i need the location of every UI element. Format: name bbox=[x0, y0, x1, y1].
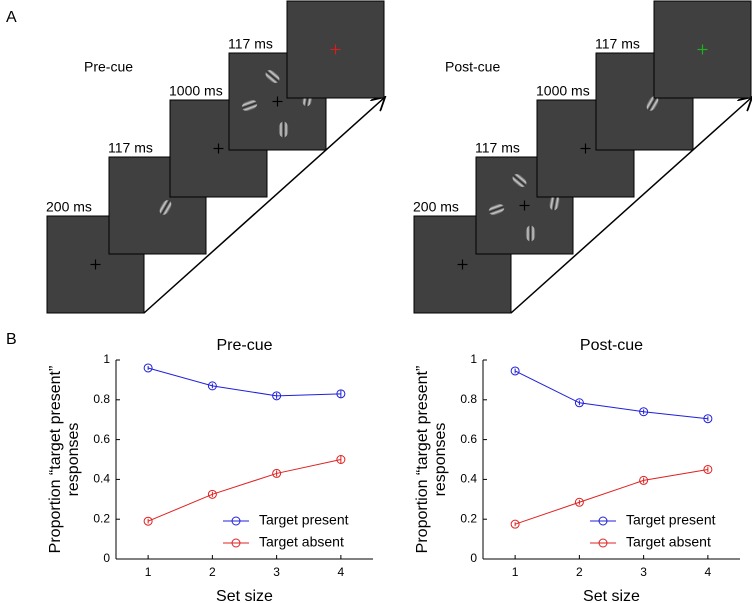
trial-title: Pre-cue bbox=[84, 59, 133, 75]
diagonal bbox=[143, 98, 384, 314]
duration-label: 117 ms bbox=[108, 140, 153, 156]
y-tick-label: 0 bbox=[470, 551, 477, 565]
x-tick-label: 1 bbox=[512, 565, 519, 579]
legend-label: Target present bbox=[626, 512, 716, 528]
trial-title: Post-cue bbox=[445, 59, 500, 75]
series-line bbox=[514, 468, 708, 525]
marker bbox=[143, 363, 153, 373]
marker bbox=[510, 519, 520, 529]
marker bbox=[272, 391, 282, 401]
legend-marker bbox=[231, 538, 241, 548]
duration-label: 117 ms bbox=[475, 140, 520, 156]
x-tick-label: 1 bbox=[145, 565, 152, 579]
duration-label: 200 ms bbox=[413, 199, 459, 215]
gabor bbox=[512, 174, 527, 187]
duration-label: 200 ms bbox=[46, 199, 92, 215]
y-tick-label: 0.4 bbox=[460, 472, 477, 486]
legend-marker bbox=[598, 516, 608, 526]
x-tick-label: 2 bbox=[209, 565, 216, 579]
series-line bbox=[147, 459, 341, 522]
duration-label: 1000 ms bbox=[536, 83, 590, 99]
legend-label: Target absent bbox=[626, 534, 711, 550]
x-tick-label: 3 bbox=[640, 565, 647, 579]
marker bbox=[336, 389, 346, 399]
x-axis-label: Set size bbox=[583, 588, 640, 603]
gabor bbox=[525, 225, 536, 242]
y-axis-label: Proportion “target present” bbox=[47, 366, 64, 554]
marker bbox=[639, 407, 649, 417]
marker bbox=[510, 366, 520, 376]
x-tick-label: 3 bbox=[273, 565, 280, 579]
x-axis-label: Set size bbox=[216, 588, 273, 603]
duration-label: 117 ms bbox=[595, 36, 640, 52]
marker bbox=[207, 489, 217, 499]
gabor bbox=[241, 100, 258, 111]
duration-label: 117 ms bbox=[228, 36, 273, 52]
legend-label: Target present bbox=[259, 512, 349, 528]
gabor bbox=[278, 121, 289, 138]
legend-label: Target absent bbox=[259, 534, 344, 550]
panel-label: B bbox=[6, 331, 17, 348]
series-line bbox=[514, 370, 708, 420]
marker bbox=[207, 381, 217, 391]
x-tick-label: 2 bbox=[576, 565, 583, 579]
marker bbox=[272, 468, 282, 478]
gabor bbox=[549, 194, 560, 211]
marker bbox=[336, 455, 346, 464]
gabor bbox=[488, 204, 505, 215]
marker bbox=[143, 516, 153, 526]
gabor bbox=[265, 70, 280, 83]
gabor bbox=[646, 96, 659, 111]
marker bbox=[703, 464, 713, 474]
y-tick-label: 0.4 bbox=[93, 472, 110, 486]
y-axis-label: Proportion “target present” bbox=[414, 366, 431, 554]
y-tick-label: 0.2 bbox=[460, 511, 477, 525]
chart-title: Pre-cue bbox=[216, 337, 272, 354]
y-axis-label: responses bbox=[65, 423, 82, 497]
chart-title: Post-cue bbox=[580, 337, 643, 354]
y-tick-label: 0.8 bbox=[460, 392, 477, 406]
legend-marker bbox=[231, 516, 241, 526]
x-tick-label: 4 bbox=[338, 565, 345, 579]
marker bbox=[703, 414, 713, 424]
y-tick-label: 0.6 bbox=[460, 432, 477, 446]
y-tick-label: 0.2 bbox=[93, 511, 110, 525]
y-tick-label: 1 bbox=[470, 352, 477, 366]
y-tick-label: 0.8 bbox=[93, 392, 110, 406]
y-axis-label: responses bbox=[432, 423, 449, 497]
marker bbox=[639, 475, 649, 485]
panel-label: A bbox=[6, 9, 17, 26]
y-tick-label: 1 bbox=[103, 352, 110, 366]
marker bbox=[574, 497, 584, 507]
y-tick-label: 0.6 bbox=[93, 432, 110, 446]
duration-label: 1000 ms bbox=[169, 83, 223, 99]
diagonal bbox=[510, 98, 751, 314]
y-tick-label: 0 bbox=[103, 551, 110, 565]
series-line bbox=[147, 367, 341, 397]
gabor bbox=[159, 200, 172, 215]
x-tick-label: 4 bbox=[705, 565, 712, 579]
marker bbox=[574, 398, 584, 408]
legend-marker bbox=[598, 538, 608, 548]
